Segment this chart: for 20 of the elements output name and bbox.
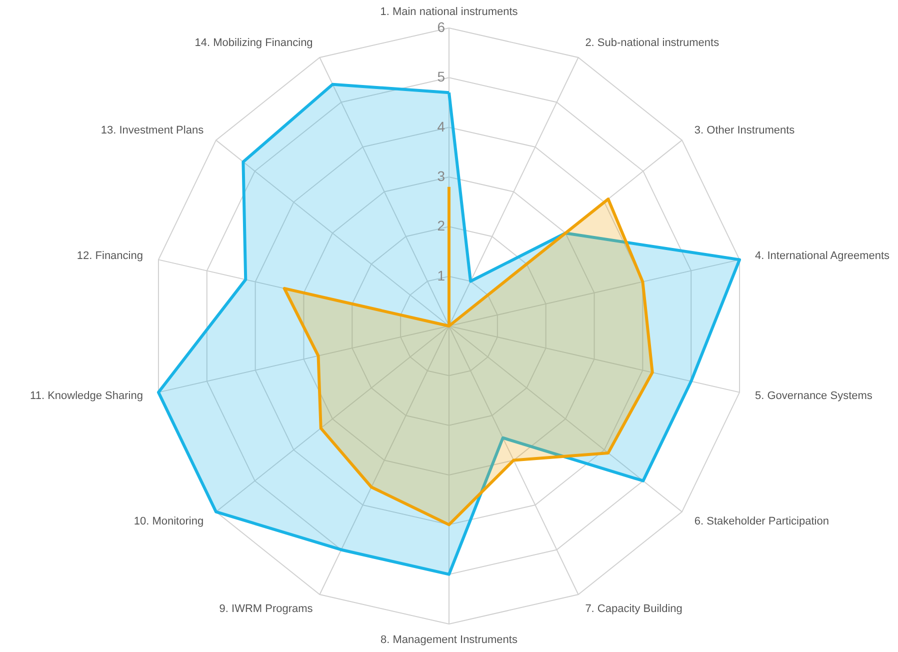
spoke-label: 6. Stakeholder Participation [694, 516, 829, 528]
y-tick-label: 5 [437, 68, 446, 85]
spoke-label: 14. Mobilizing Financing [194, 37, 313, 50]
spoke-label: 11. Knowledge Sharing [30, 390, 143, 402]
spoke-label: 1. Main national instruments [380, 6, 518, 18]
y-tick-label: 2 [437, 218, 446, 234]
spoke-label: 4. International Agreements [755, 250, 890, 262]
y-tick-label: 1 [437, 267, 446, 284]
spoke-label: 9. IWRM Programs [219, 602, 314, 615]
y-tick-label: 3 [437, 168, 446, 184]
spoke-label: 13. Investment Plans [100, 124, 204, 136]
spoke-label: 10. Monitoring [134, 516, 204, 528]
spoke-label: 2. Sub-national instruments [585, 37, 720, 50]
y-tick-label: 6 [437, 19, 446, 35]
spoke-label: 3. Other Instruments [694, 124, 796, 136]
y-tick-label: 4 [437, 118, 446, 134]
spoke-label: 12. Financing [76, 250, 143, 262]
spoke-label: 5. Governance Systems [755, 390, 873, 402]
spoke-label: 7. Capacity Building [585, 602, 682, 615]
spoke-label: 8. Management Instruments [380, 634, 518, 646]
